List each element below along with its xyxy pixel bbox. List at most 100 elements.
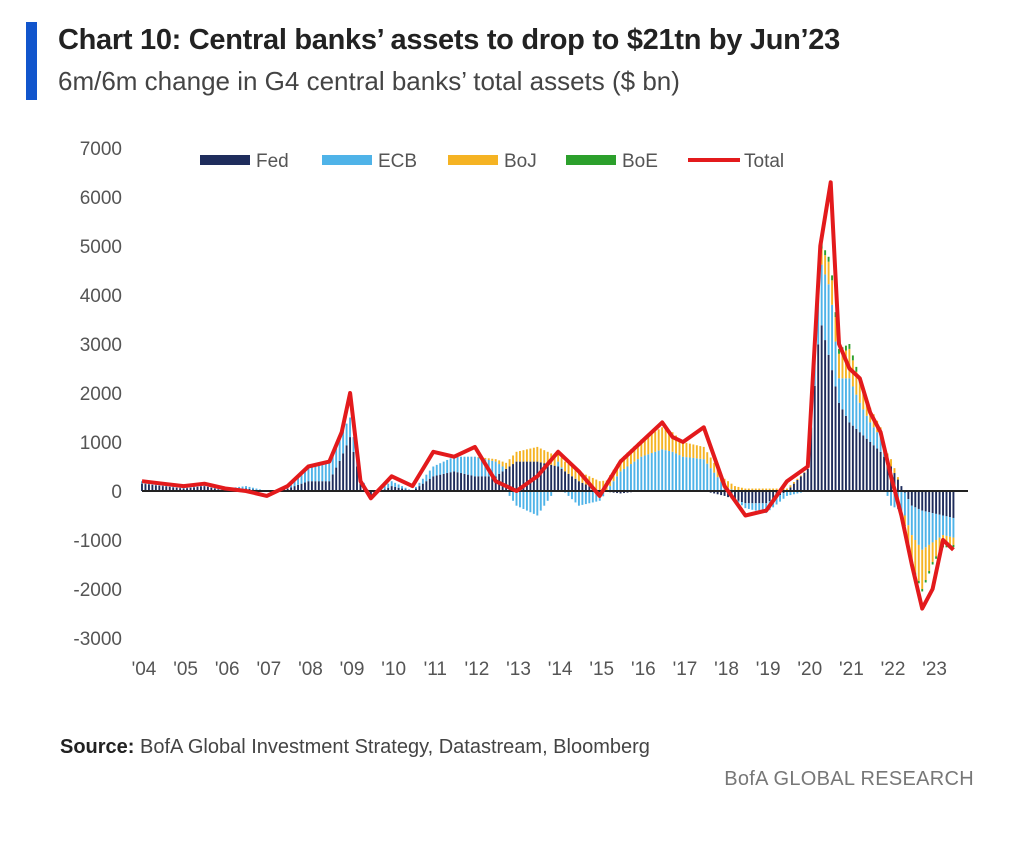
bar-boe <box>827 256 830 262</box>
bar-fed <box>186 488 189 491</box>
legend: Fed ECB BoJ BoE Total <box>200 151 784 172</box>
bar-boj <box>636 442 639 460</box>
x-tick-label: '11 <box>424 659 447 680</box>
bar-fed <box>154 485 157 491</box>
bar-boe <box>848 344 851 349</box>
bar-boj <box>768 488 771 491</box>
bar-fed <box>543 463 546 491</box>
bar-fed <box>144 484 147 491</box>
x-tick-label: '07 <box>256 659 281 680</box>
bar-boj <box>751 488 754 491</box>
bar-fed <box>900 486 903 491</box>
bar-boj <box>706 452 709 464</box>
bar-ecb <box>491 460 494 477</box>
bar-ecb <box>838 378 840 403</box>
bar-boj <box>931 542 934 563</box>
y-axis: 7000 6000 5000 4000 3000 2000 1000 0 -1000 -2000 -… <box>73 139 122 650</box>
bar-fed <box>356 466 358 491</box>
bar-ecb <box>903 492 906 516</box>
bar-ecb <box>435 464 438 476</box>
y-tick-label: -1000 <box>73 531 122 552</box>
bar-boj <box>740 487 743 491</box>
bar-fed <box>872 445 875 491</box>
bar-ecb <box>640 456 643 491</box>
bar-ecb <box>928 512 931 545</box>
bar-boj <box>855 371 858 395</box>
bar-ecb <box>661 449 664 491</box>
bar-fed <box>286 488 289 491</box>
bar-fed <box>508 466 511 491</box>
bar-fed <box>616 491 619 494</box>
bar-fed <box>141 483 143 491</box>
bar-boj <box>643 437 646 456</box>
bar-ecb <box>595 491 598 502</box>
bar-fed <box>803 472 806 491</box>
bar-boj <box>890 459 892 467</box>
bar-fed <box>841 409 844 491</box>
x-tick-label: '18 <box>714 659 739 680</box>
y-tick-label: 7000 <box>80 139 122 160</box>
bar-ecb <box>938 514 941 538</box>
bar-boj <box>924 547 927 581</box>
bar-boe <box>924 580 927 583</box>
bar-boj <box>515 451 518 462</box>
bar-ecb <box>525 491 528 511</box>
bar-fed <box>522 461 525 491</box>
bar-fed <box>834 386 837 491</box>
bar-boj <box>744 488 747 491</box>
bar-ecb <box>477 457 480 477</box>
bar-fed <box>765 491 768 504</box>
bar-fed <box>397 487 400 491</box>
bar-ecb <box>643 455 646 491</box>
bar-boj <box>543 450 546 464</box>
bar-fed <box>758 491 761 504</box>
bar-ecb <box>321 463 324 482</box>
bar-ecb <box>404 487 407 490</box>
bar-boj <box>896 477 899 480</box>
bar-boj <box>765 488 768 491</box>
total-line-layer <box>141 180 955 611</box>
bar-ecb <box>390 481 393 487</box>
source-note: Source: BofA Global Investment Strategy,… <box>60 736 650 759</box>
bar-fed <box>310 481 313 491</box>
bar-fed <box>487 476 490 491</box>
bar-ecb <box>910 505 913 536</box>
x-tick-label: '04 <box>132 659 157 680</box>
bar-boj <box>824 255 827 275</box>
bar-boj <box>602 480 605 491</box>
bar-ecb <box>893 491 896 508</box>
x-tick-label: '13 <box>506 659 531 680</box>
bar-ecb <box>855 394 858 429</box>
bar-boj <box>935 540 938 557</box>
bar-fed <box>151 484 154 491</box>
bar-fed <box>546 464 549 491</box>
bar-fed <box>328 481 331 491</box>
bar-fed <box>931 491 934 514</box>
bar-ecb <box>588 491 591 504</box>
bar-ecb <box>387 483 390 488</box>
bar-boj <box>928 544 931 572</box>
bar-ecb <box>629 464 632 491</box>
bar-ecb <box>664 450 667 491</box>
bar-fed <box>782 491 785 494</box>
bar-boe <box>824 250 827 256</box>
bar-ecb <box>581 491 584 505</box>
bar-fed <box>342 453 345 491</box>
legend-swatch-fed <box>200 155 250 165</box>
bar-ecb <box>467 456 469 475</box>
chart-title: Chart 10: Central banks’ assets to drop … <box>58 24 840 56</box>
bar-boj <box>792 482 795 484</box>
bar-fed <box>862 435 865 491</box>
bar-ecb <box>858 402 861 433</box>
bar-boj <box>477 457 480 458</box>
bar-ecb <box>307 466 310 482</box>
bar-boj <box>747 488 750 491</box>
bar-ecb <box>300 473 303 484</box>
bar-fed <box>858 432 861 491</box>
brand-label: BofA GLOBAL RESEARCH <box>724 768 974 790</box>
bar-boj <box>626 452 629 467</box>
bar-fed <box>588 486 591 491</box>
bar-ecb <box>678 455 681 491</box>
bar-ecb <box>921 510 924 550</box>
bar-boj <box>567 464 570 474</box>
